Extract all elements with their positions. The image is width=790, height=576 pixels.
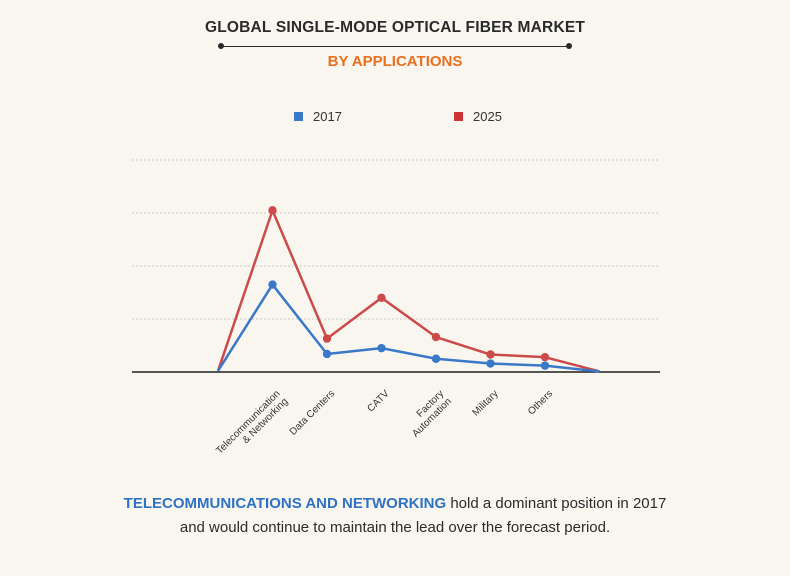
caption-highlight: TELECOMMUNICATIONS AND NETWORKING (123, 495, 447, 512)
point-2017-1 (268, 280, 277, 289)
title-underline-right-dot (566, 43, 572, 49)
x-tick-label-line: Military (470, 388, 500, 418)
x-tick-label-line: Data Centers (288, 388, 337, 437)
x-tick-label-3: CATV (366, 388, 392, 414)
legend-item-2025: 2025 (454, 109, 502, 124)
title-underline (222, 46, 568, 47)
legend-swatch-2017 (294, 112, 303, 121)
point-2025-4 (431, 332, 441, 342)
point-2025-6 (540, 352, 550, 362)
legend-label-2025: 2025 (473, 109, 502, 124)
x-tick-label-line: Others (526, 388, 555, 417)
x-tick-label-line: Telecommunication (214, 388, 282, 456)
x-tick-label-6: Others (526, 388, 555, 417)
title-underline-left-dot (218, 43, 224, 49)
legend-label-2017: 2017 (313, 109, 342, 124)
x-tick-label-2: Data Centers (288, 388, 337, 437)
caption-line2: and would continue to maintain the lead … (179, 519, 611, 536)
chart-title: GLOBAL SINGLE-MODE OPTICAL FIBER MARKET (204, 19, 586, 36)
legend-item-2017: 2017 (294, 109, 342, 124)
point-2017-5 (486, 359, 495, 368)
caption-line1-rest: hold a dominant position in 2017 (446, 495, 667, 512)
series-line-2017 (216, 283, 600, 373)
point-2017-3 (377, 343, 386, 353)
point-2017-4 (431, 354, 441, 363)
caption: TELECOMMUNICATIONS AND NETWORKING hold a… (0, 492, 790, 540)
point-2025-3 (377, 293, 386, 302)
chart-subtitle: BY APPLICATIONS (327, 53, 463, 70)
point-2025-5 (486, 350, 495, 359)
x-tick-label-line: CATV (366, 388, 392, 414)
point-2017-2 (322, 349, 332, 359)
point-2025-2 (322, 334, 332, 343)
x-tick-label-1: Telecommunication& Networking (214, 388, 290, 464)
point-2017-6 (540, 361, 550, 370)
point-2025-1 (268, 206, 277, 215)
x-tick-label-4: FactoryAutomation (403, 388, 454, 439)
series-line-2025 (216, 209, 600, 373)
x-tick-label-5: Military (470, 388, 500, 418)
legend-swatch-2025 (454, 112, 463, 121)
